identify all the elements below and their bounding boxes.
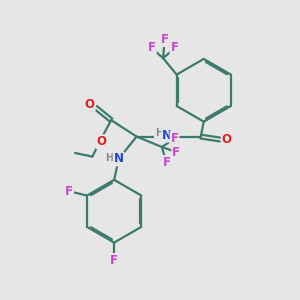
- Text: F: F: [65, 185, 73, 199]
- Text: F: F: [170, 132, 178, 145]
- Text: F: F: [162, 156, 170, 169]
- Text: O: O: [222, 133, 232, 146]
- Text: O: O: [96, 135, 106, 148]
- Text: N: N: [162, 129, 172, 142]
- Text: F: F: [148, 41, 156, 54]
- Text: N: N: [114, 152, 124, 166]
- Text: O: O: [85, 98, 95, 110]
- Text: H: H: [155, 128, 163, 138]
- Text: F: F: [110, 254, 118, 267]
- Text: F: F: [172, 146, 180, 159]
- Text: H: H: [106, 153, 114, 163]
- Text: F: F: [170, 41, 178, 54]
- Text: F: F: [161, 33, 169, 46]
